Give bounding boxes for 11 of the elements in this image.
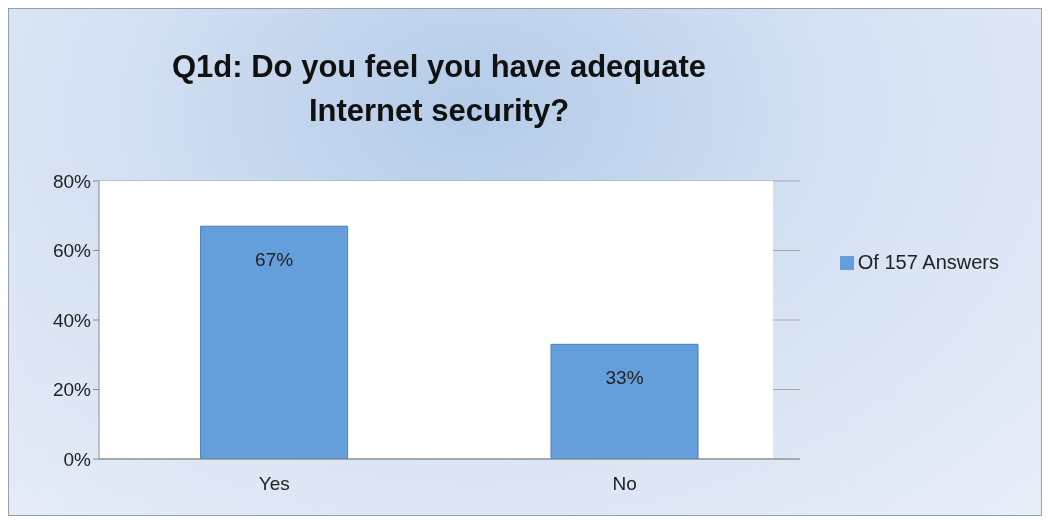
x-tick-label: Yes xyxy=(258,473,290,495)
y-tick-label: 20% xyxy=(52,379,92,401)
data-label: 33% xyxy=(605,367,644,389)
data-label: 67% xyxy=(255,249,294,271)
y-tick-label: 80% xyxy=(52,170,92,192)
y-tick-label: 40% xyxy=(52,309,92,331)
chart-title: Q1d: Do you feel you have adequate Internet security? xyxy=(171,48,707,130)
x-tick-label: No xyxy=(612,473,637,495)
legend-label: Of 157 Answers xyxy=(857,250,999,273)
y-tick-label: 60% xyxy=(52,240,92,262)
y-tick-label: 0% xyxy=(63,448,92,470)
